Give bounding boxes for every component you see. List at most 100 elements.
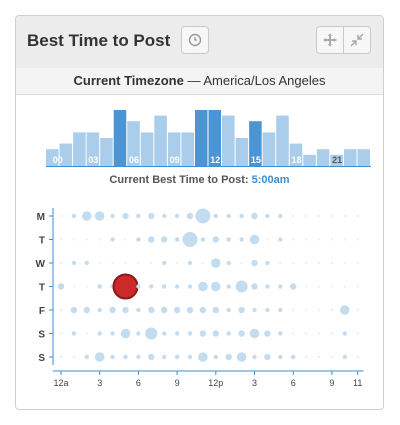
activity-dot[interactable] xyxy=(110,237,114,241)
activity-dot[interactable] xyxy=(250,235,260,245)
activity-dot[interactable] xyxy=(195,209,210,224)
activity-dot[interactable] xyxy=(148,236,154,242)
activity-dot[interactable] xyxy=(82,211,92,221)
activity-dot[interactable] xyxy=(278,284,282,288)
activity-dot[interactable] xyxy=(98,308,102,312)
activity-dot[interactable] xyxy=(136,214,140,218)
activity-dot[interactable] xyxy=(213,330,219,336)
activity-dot[interactable] xyxy=(123,355,127,359)
activity-dot[interactable] xyxy=(278,214,282,218)
clock-button[interactable] xyxy=(181,26,209,54)
activity-dot[interactable] xyxy=(95,352,105,362)
activity-dot[interactable] xyxy=(162,284,166,288)
activity-dot[interactable] xyxy=(188,261,192,265)
activity-dot[interactable] xyxy=(98,284,102,288)
activity-dot[interactable] xyxy=(175,214,179,218)
activity-dot[interactable] xyxy=(162,214,166,218)
activity-dot[interactable] xyxy=(110,214,114,218)
activity-dot[interactable] xyxy=(161,307,167,313)
activity-dot[interactable] xyxy=(110,355,114,359)
activity-dot[interactable] xyxy=(343,331,347,335)
move-button[interactable] xyxy=(316,26,344,54)
activity-dot[interactable] xyxy=(291,355,295,359)
activity-dot[interactable] xyxy=(58,283,64,289)
activity-dot[interactable] xyxy=(278,355,282,359)
activity-dot[interactable] xyxy=(214,355,218,359)
activity-dot[interactable] xyxy=(227,284,231,288)
activity-dot[interactable] xyxy=(72,331,76,335)
activity-dot[interactable] xyxy=(136,355,140,359)
activity-dot[interactable] xyxy=(187,213,193,219)
activity-dot[interactable] xyxy=(265,214,269,218)
activity-dot[interactable] xyxy=(290,283,296,289)
activity-dot[interactable] xyxy=(239,237,243,241)
activity-dot[interactable] xyxy=(251,283,257,289)
activity-dot[interactable] xyxy=(85,355,89,359)
activity-dot[interactable] xyxy=(264,354,270,360)
activity-dot[interactable] xyxy=(121,329,131,339)
activity-dot[interactable] xyxy=(343,355,347,359)
best-time-dot[interactable] xyxy=(114,275,138,299)
activity-dot[interactable] xyxy=(148,213,154,219)
activity-dot[interactable] xyxy=(175,355,179,359)
activity-dot[interactable] xyxy=(162,261,166,265)
activity-dot[interactable] xyxy=(236,281,248,293)
activity-dot[interactable] xyxy=(200,330,206,336)
activity-dot[interactable] xyxy=(174,307,180,313)
activity-dot[interactable] xyxy=(162,355,166,359)
activity-dot[interactable] xyxy=(85,261,89,265)
activity-dot[interactable] xyxy=(252,355,256,359)
activity-dot[interactable] xyxy=(265,308,269,312)
activity-dot[interactable] xyxy=(188,355,192,359)
activity-dot[interactable] xyxy=(214,214,218,218)
activity-dot[interactable] xyxy=(198,352,208,362)
activity-dot[interactable] xyxy=(187,307,193,313)
activity-dot[interactable] xyxy=(188,331,192,335)
activity-dot[interactable] xyxy=(175,331,179,335)
activity-dot[interactable] xyxy=(161,236,167,242)
activity-dot[interactable] xyxy=(251,260,257,266)
activity-dot[interactable] xyxy=(226,354,232,360)
activity-dot[interactable] xyxy=(149,284,153,288)
activity-dot[interactable] xyxy=(265,284,269,288)
activity-dot[interactable] xyxy=(251,213,257,219)
activity-dot[interactable] xyxy=(148,307,154,313)
activity-dot[interactable] xyxy=(110,331,114,335)
activity-dot[interactable] xyxy=(278,237,282,241)
activity-dot[interactable] xyxy=(183,232,198,247)
activity-dot[interactable] xyxy=(340,305,350,315)
activity-dot[interactable] xyxy=(175,284,179,288)
activity-dot[interactable] xyxy=(136,284,140,288)
activity-dot[interactable] xyxy=(201,237,205,241)
activity-dot[interactable] xyxy=(122,307,128,313)
activity-dot[interactable] xyxy=(211,258,221,268)
activity-dot[interactable] xyxy=(252,308,256,312)
activity-dot[interactable] xyxy=(95,211,105,221)
collapse-button[interactable] xyxy=(343,26,371,54)
activity-dot[interactable] xyxy=(250,329,260,339)
activity-dot[interactable] xyxy=(238,307,244,313)
activity-dot[interactable] xyxy=(213,236,219,242)
activity-dot[interactable] xyxy=(109,307,115,313)
activity-dot[interactable] xyxy=(227,261,231,265)
activity-dot[interactable] xyxy=(136,331,140,335)
activity-dot[interactable] xyxy=(84,307,90,313)
activity-dot[interactable] xyxy=(175,237,179,241)
activity-dot[interactable] xyxy=(265,261,269,265)
activity-dot[interactable] xyxy=(136,308,140,312)
activity-dot[interactable] xyxy=(162,331,166,335)
activity-dot[interactable] xyxy=(71,307,77,313)
activity-dot[interactable] xyxy=(227,214,231,218)
activity-dot[interactable] xyxy=(72,214,76,218)
activity-dot[interactable] xyxy=(148,354,154,360)
activity-dot[interactable] xyxy=(198,282,208,292)
activity-dot[interactable] xyxy=(238,330,244,336)
activity-dot[interactable] xyxy=(72,261,76,265)
activity-dot[interactable] xyxy=(122,213,128,219)
activity-dot[interactable] xyxy=(211,282,221,292)
activity-dot[interactable] xyxy=(227,308,231,312)
activity-dot[interactable] xyxy=(239,214,243,218)
activity-dot[interactable] xyxy=(136,237,140,241)
activity-dot[interactable] xyxy=(188,284,192,288)
activity-dot[interactable] xyxy=(227,331,231,335)
